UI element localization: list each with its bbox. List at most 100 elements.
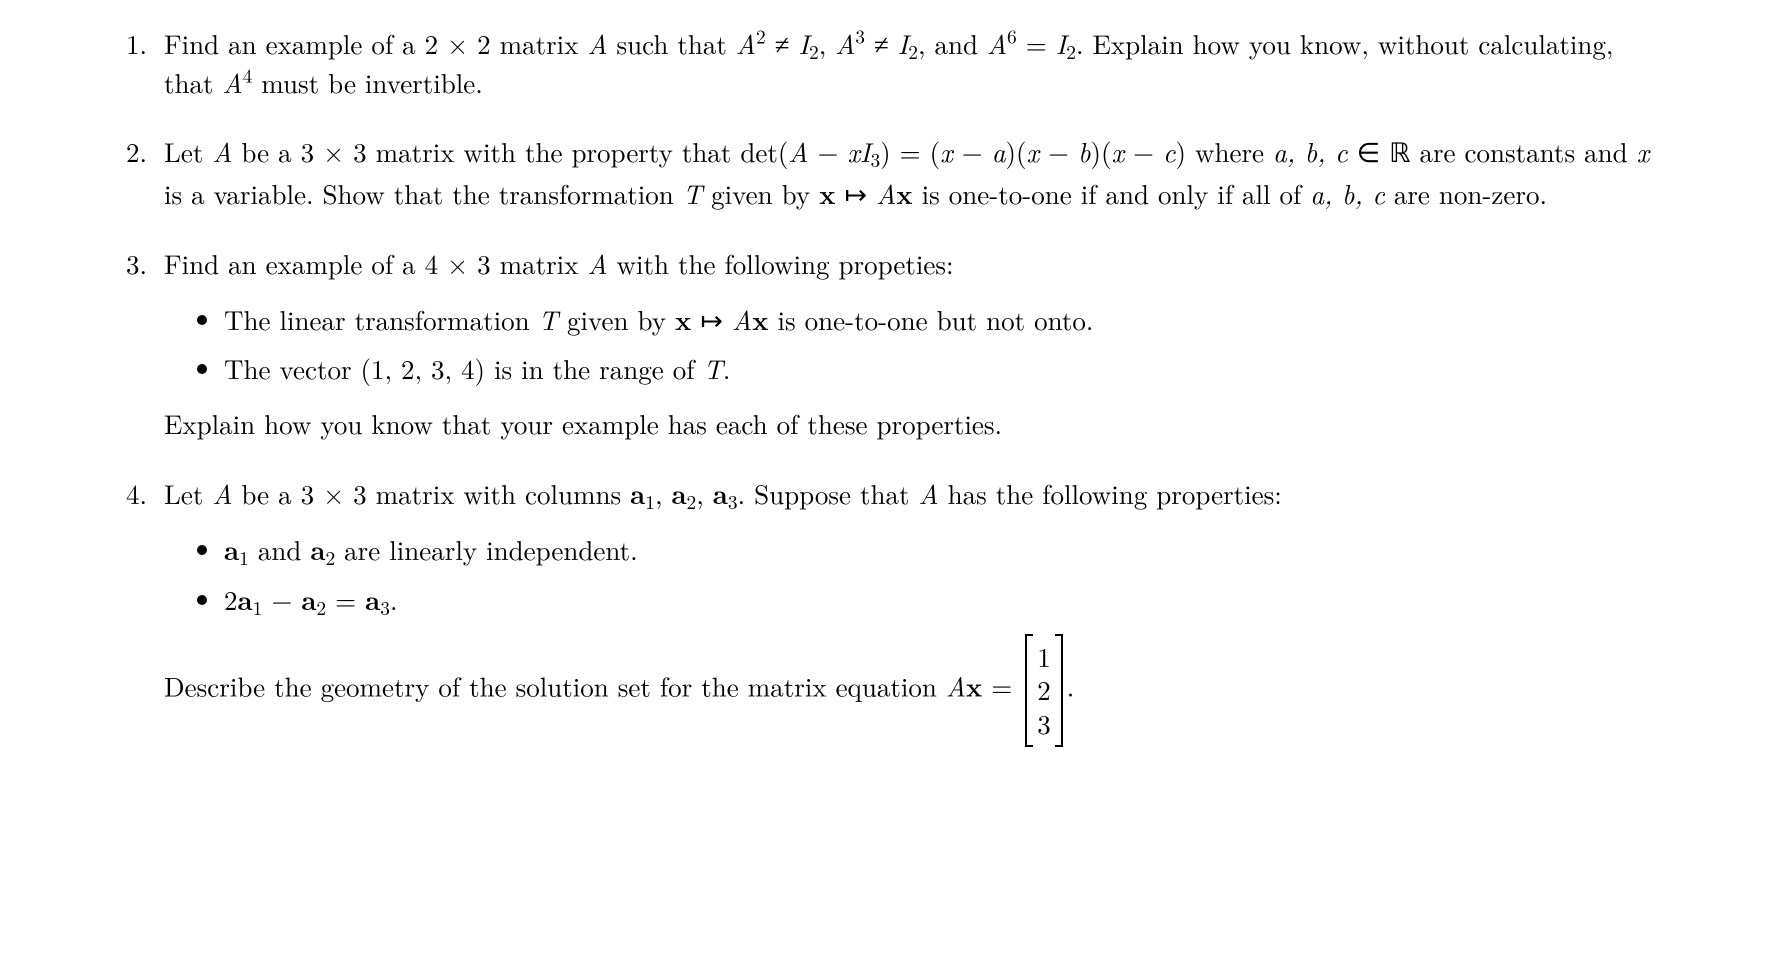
p1-A4-base: A (223, 63, 243, 101)
p2-minus: − (1039, 132, 1078, 170)
p2-AxA: A (876, 174, 896, 212)
p4-b1-a2-sub: 2 (325, 543, 335, 571)
p3-b1-text: is one-to-one but not onto. (768, 300, 1093, 338)
p2-abc2: a, b, c (1310, 174, 1385, 212)
p4-final-x: x (966, 665, 982, 704)
p1-eq3: A6 = I2 (987, 24, 1076, 62)
p4-final-eq: = (982, 666, 1021, 704)
p2-x2: x (1027, 132, 1040, 170)
p2-Axx: x (896, 173, 912, 212)
p3-mapsto: ↦ (691, 300, 732, 338)
p1-eq1: A2 ≠ I2 (736, 24, 819, 62)
p4-b2-a2: a (301, 579, 316, 618)
p4-final-line: Describe the geometry of the solution se… (164, 636, 1074, 745)
p1-A2-base: A (736, 24, 756, 62)
p4-b2-eq: = (326, 580, 365, 618)
p3-Axx: x (752, 299, 768, 338)
p2-xvar: x (1637, 132, 1650, 170)
p4-final-text: Describe the geometry of the solution se… (164, 666, 946, 704)
p2-R: ℝ (1389, 138, 1410, 168)
p2-in: ∈ (1348, 132, 1390, 170)
p1-text: Find an example of a 2 × 2 matrix (164, 24, 587, 62)
p4-b2-2: 2 (224, 580, 238, 618)
p3-text: Find an example of a 4 × 3 matrix (164, 244, 587, 282)
p1-neq2: ≠ (865, 24, 898, 62)
p4-b1-a1-sub: 1 (239, 543, 249, 571)
p4-text: Let (164, 474, 212, 512)
p1-sep: , (819, 24, 836, 62)
p4-b2-a2-sub: 2 (316, 593, 326, 621)
p1-A2-sup: 2 (756, 21, 766, 49)
p4-final-A: A (946, 666, 966, 704)
p1-A6-base: A (987, 24, 1007, 62)
p3-bullet-1: The linear transformation T given by x ↦… (224, 299, 1660, 339)
p2-x1: x (940, 132, 953, 170)
p2-text: ) = ( (880, 132, 940, 170)
p4-a1: a (630, 473, 645, 512)
p1-eq: = (1017, 24, 1056, 62)
p4-b1-a2: a (310, 529, 325, 568)
p4-text: . Suppose that (738, 474, 919, 512)
problem-3: Find an example of a 4 × 3 matrix A with… (156, 244, 1660, 444)
p1-I2c: I (1056, 24, 1066, 62)
p1-A6-sup: 6 (1007, 21, 1017, 49)
p2-text: are non-zero. (1385, 174, 1547, 212)
p4-sep: , (655, 474, 672, 512)
p4-b2-a1-sub: 1 (253, 593, 263, 621)
p1-A: A (587, 24, 607, 62)
p4-A: A (212, 474, 232, 512)
column-vector-bracket: 1 2 3 (1025, 636, 1063, 745)
p2-text: is a variable. Show that the transformat… (164, 174, 683, 212)
p4-a3: a (713, 473, 728, 512)
p4-sep: , (696, 474, 713, 512)
p1-and: , and (918, 24, 987, 62)
p2-minus: − (953, 132, 992, 170)
p1-A4: A4 (223, 63, 253, 101)
p4-b2-minus: − (262, 580, 301, 618)
p4-b2-a3: a (365, 579, 380, 618)
p2-text: )( (1090, 132, 1111, 170)
p4-bullet-1: a1 and a2 are linearly independent. (224, 529, 1660, 569)
p1-I2c-sub: 2 (1066, 37, 1076, 65)
p4-text: has the following properties: (939, 474, 1282, 512)
p1-text: must be invertible. (252, 63, 482, 101)
problem-4: Let A be a 3 × 3 matrix with columns a1,… (156, 473, 1660, 745)
column-vector: 1 2 3 (1025, 636, 1063, 745)
vec-entry-2: 2 (1037, 673, 1051, 707)
p1-A4-sup: 4 (243, 60, 253, 88)
p2-text: Let (164, 132, 212, 170)
p1-I2b-sub: 2 (908, 37, 918, 65)
p2-text: are constants and (1410, 132, 1636, 170)
p4-b1-and: and (249, 530, 311, 568)
p1-I2a: I (799, 24, 809, 62)
p4-b2-a1: a (238, 579, 253, 618)
p3-T2: T (704, 349, 723, 387)
p3-bullet-2: The vector (1, 2, 3, 4) is in the range … (224, 349, 1660, 388)
p3-b1-text: The linear transformation (224, 300, 539, 338)
p4-final-dot: . (1067, 666, 1075, 704)
p3-b2-text: . (723, 349, 731, 387)
vec-entry-3: 3 (1037, 707, 1051, 741)
p2-abc: a, b, c (1273, 132, 1348, 170)
p1-A3-sup: 3 (855, 21, 865, 49)
p2-x3: x (1112, 132, 1125, 170)
p3-b2-text: The vector (1, 2, 3, 4) is in the range … (224, 349, 704, 387)
p3-text: with the following propeties: (608, 244, 954, 282)
p1-eq2: A3 ≠ I2 (835, 24, 918, 62)
p3-A: A (587, 244, 607, 282)
p3-text: Explain how you know that your example h… (164, 404, 1002, 442)
p2-text: is one-to-one if and only if all of (913, 174, 1311, 212)
p2-text: be a 3 × 3 matrix with the property that… (232, 132, 788, 170)
problem-set-page: Find an example of a 2 × 2 matrix A such… (0, 0, 1780, 975)
p1-text: such that (608, 24, 736, 62)
p4-A2: A (919, 474, 939, 512)
problem-2: Let A be a 3 × 3 matrix with the propert… (156, 132, 1660, 213)
p4-b1-a1: a (224, 529, 239, 568)
p4-b1-text: are linearly independent. (335, 530, 637, 568)
p2-A: A (212, 132, 232, 170)
problem-1: Find an example of a 2 × 2 matrix A such… (156, 24, 1660, 102)
p1-I2b: I (898, 24, 908, 62)
p4-a1-sub: 1 (645, 487, 655, 515)
p1-neq1: ≠ (766, 24, 799, 62)
p2-c: c (1163, 132, 1175, 170)
